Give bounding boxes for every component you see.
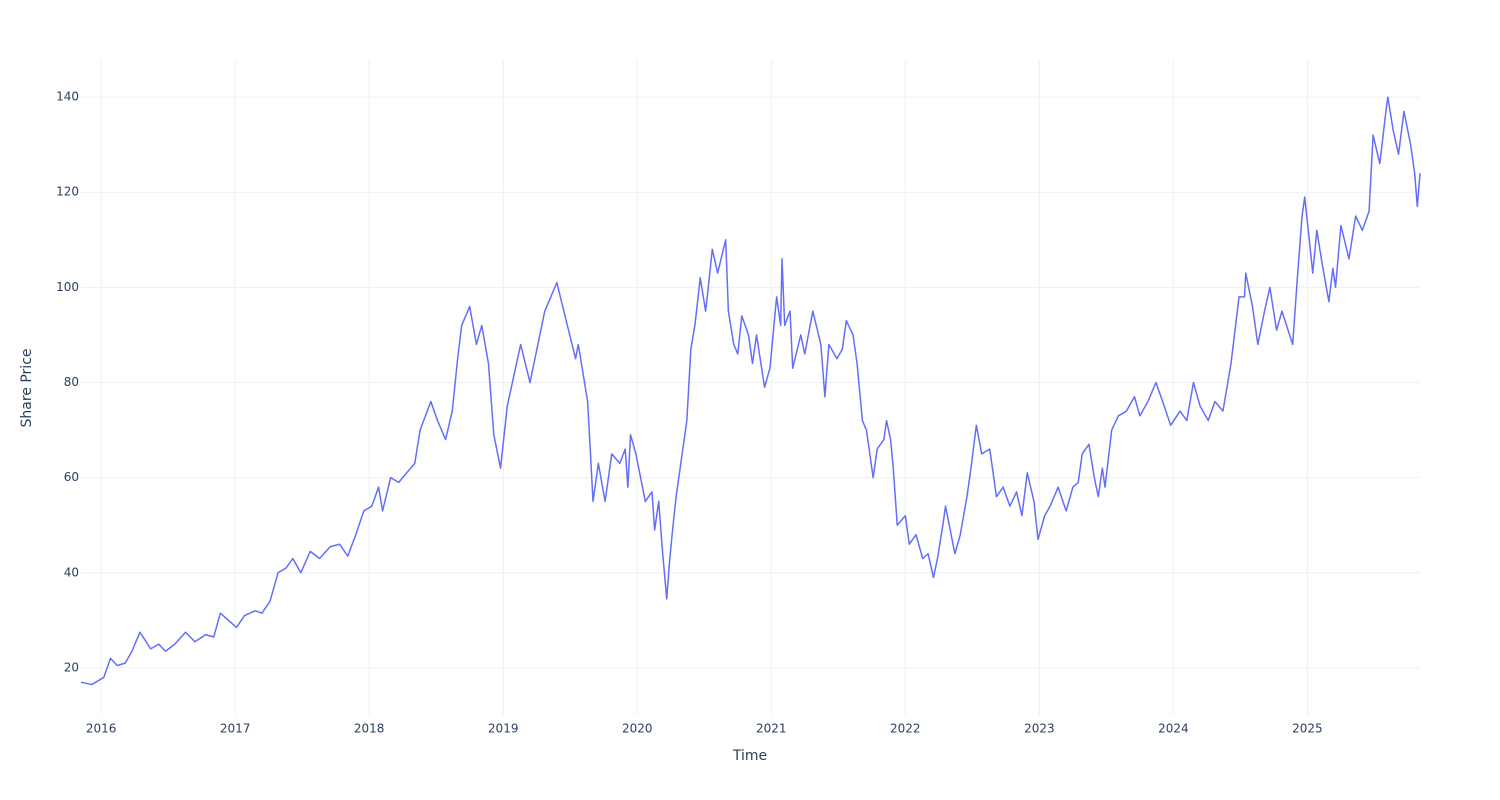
x-tick-label: 2024 (1158, 722, 1189, 736)
price-line (80, 96, 1421, 686)
y-tick-label: 140 (56, 90, 79, 104)
y-axis-title: Share Price (19, 348, 35, 427)
x-tick-label: 2016 (86, 722, 117, 736)
y-tick-label: 100 (56, 280, 79, 294)
x-axis-title: Time (732, 748, 767, 764)
x-tick-label: 2019 (488, 722, 519, 736)
x-tick-label: 2017 (220, 722, 251, 736)
y-tick-label: 80 (64, 375, 79, 389)
x-tick-label: 2023 (1024, 722, 1055, 736)
x-tick-label: 2018 (354, 722, 385, 736)
x-tick-label: 2021 (756, 722, 787, 736)
x-tick-label: 2022 (890, 722, 921, 736)
y-tick-label: 120 (56, 185, 79, 199)
x-tick-label: 2020 (622, 722, 653, 736)
y-tick-label: 40 (64, 565, 79, 579)
x-tick-label: 2025 (1292, 722, 1323, 736)
y-tick-label: 60 (64, 470, 79, 484)
y-tick-label: 20 (64, 660, 79, 674)
